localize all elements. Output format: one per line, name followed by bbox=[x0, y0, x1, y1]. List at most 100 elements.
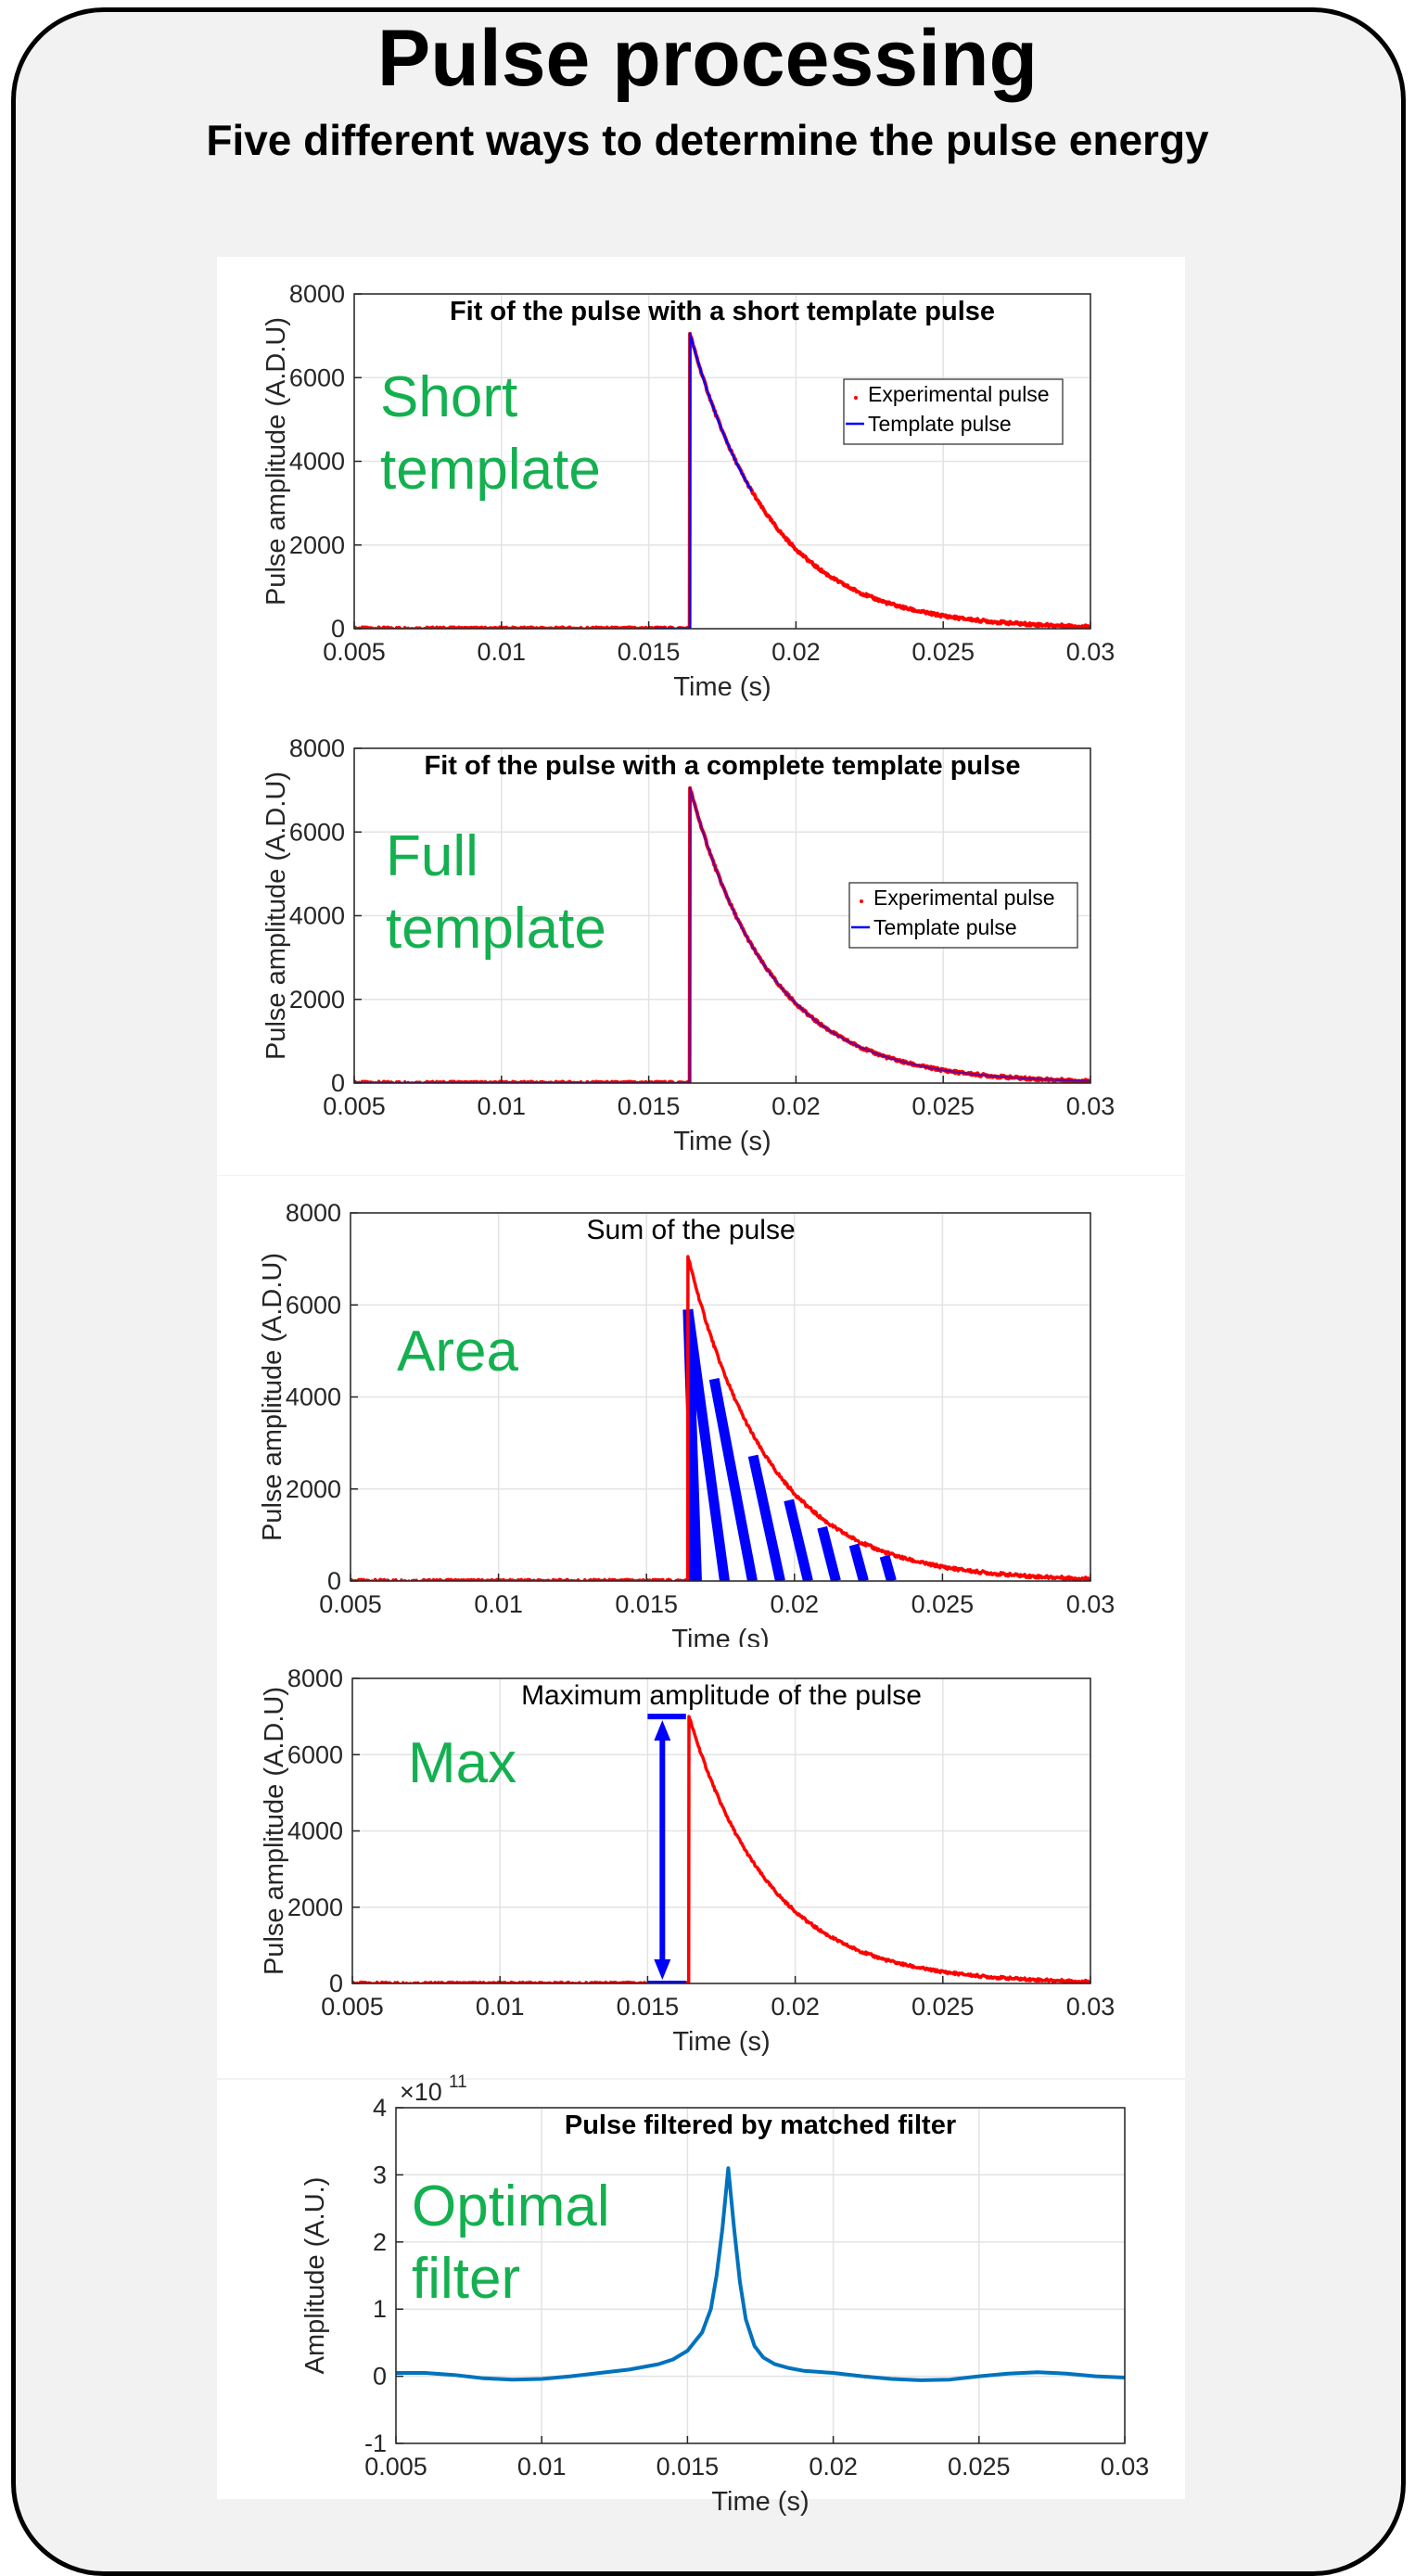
y-tick-label: 8000 bbox=[286, 1199, 341, 1227]
axes-box bbox=[395, 2107, 1126, 2444]
x-tick-label: 0.03 bbox=[1066, 1993, 1115, 2021]
y-axis-label: Amplitude (A.U.) bbox=[300, 2177, 330, 2375]
x-tick-label: 0.02 bbox=[771, 1092, 821, 1120]
page-subtitle: Five different ways to determine the pul… bbox=[206, 116, 1209, 164]
y-axis-label: Pulse amplitude (A.D.U) bbox=[261, 317, 291, 606]
series-line-0 bbox=[396, 2166, 1125, 2382]
x-tick-label: 0.005 bbox=[319, 1590, 382, 1618]
area-hatch-stripe bbox=[682, 1308, 730, 1581]
series-line-1 bbox=[354, 786, 1090, 1083]
x-tick-label: 0.01 bbox=[478, 1092, 527, 1120]
x-tick-label: 0.03 bbox=[1066, 1092, 1115, 1120]
method-label: Optimal bbox=[412, 2174, 610, 2238]
x-tick-label: 0.01 bbox=[478, 638, 527, 666]
x-tick-label: 0.01 bbox=[517, 2453, 567, 2480]
legend-box bbox=[848, 882, 1078, 949]
short-template-chart: 0.005 0.01 0.015 0.02 0.025 0.03 0 2000 4000 6000… bbox=[217, 257, 1185, 716]
y-scale-factor: ×10 bbox=[400, 2078, 442, 2106]
y-tick-label: 2000 bbox=[289, 531, 345, 559]
x-axis-label: Time (s) bbox=[672, 2027, 770, 2057]
x-tick-label: 0.015 bbox=[618, 1092, 681, 1120]
chart-title: Maximum amplitude of the pulse bbox=[521, 1680, 922, 1711]
x-tick-label: 0.005 bbox=[364, 2453, 427, 2480]
max-arrow-head-down bbox=[654, 1959, 671, 1980]
y-tick-label: 6000 bbox=[287, 1741, 343, 1768]
y-tick-label: -1 bbox=[364, 2429, 387, 2457]
x-tick-label: 0.025 bbox=[911, 1993, 975, 2021]
legend-entry: Experimental pulse bbox=[868, 382, 1050, 406]
x-axis-label: Time (s) bbox=[673, 1127, 771, 1156]
y-tick-label: 8000 bbox=[287, 1664, 343, 1692]
area-hatch-stripe bbox=[879, 1554, 897, 1581]
chart-title: Fit of the pulse with a complete templat… bbox=[425, 751, 1021, 781]
x-tick-label: 0.03 bbox=[1066, 1590, 1115, 1618]
y-tick-label: 8000 bbox=[289, 734, 345, 762]
y-tick-label: 4000 bbox=[289, 902, 345, 930]
y-tick-label: 2 bbox=[373, 2228, 387, 2256]
method-label: filter bbox=[412, 2247, 520, 2311]
y-tick-label: 0 bbox=[373, 2363, 387, 2391]
x-axis-label: Time (s) bbox=[711, 2487, 809, 2517]
y-axis-label: Pulse amplitude (A.D.U) bbox=[260, 1687, 289, 1975]
x-axis-label: Time (s) bbox=[673, 672, 771, 702]
x-tick-label: 0.015 bbox=[618, 638, 681, 666]
optimal-filter-chart: 0.005 0.01 0.015 0.02 0.025 0.03 -1 0 1 2 3 4 Time (… bbox=[217, 2072, 1185, 2517]
y-tick-label: 4000 bbox=[287, 1817, 343, 1845]
y-tick-label: 6000 bbox=[289, 363, 345, 391]
legend-entry: Experimental pulse bbox=[873, 886, 1055, 910]
y-axis-label: Pulse amplitude (A.D.U) bbox=[258, 1253, 287, 1541]
x-tick-label: 0.025 bbox=[911, 1092, 975, 1120]
area-hatch-stripe bbox=[784, 1498, 813, 1581]
data-layer bbox=[396, 2166, 1125, 2382]
x-tick-label: 0.02 bbox=[809, 2453, 858, 2480]
area-hatch-stripe bbox=[708, 1378, 758, 1581]
y-scale-exponent: 11 bbox=[449, 2072, 467, 2092]
full-template-chart: 0.005 0.01 0.015 0.02 0.025 0.03 0 2000 4000 6000… bbox=[217, 716, 1185, 1175]
x-tick-label: 0.02 bbox=[771, 638, 821, 666]
y-tick-label: 1 bbox=[373, 2295, 387, 2323]
y-tick-label: 2000 bbox=[287, 1894, 343, 1921]
x-tick-label: 0.025 bbox=[948, 2453, 1011, 2480]
legend-swatch-dot bbox=[854, 396, 858, 400]
chart-title: Fit of the pulse with a short template p… bbox=[450, 297, 995, 326]
area-hatch-stripe bbox=[747, 1454, 785, 1581]
x-tick-label: 0.005 bbox=[323, 638, 386, 666]
x-tick-label: 0.02 bbox=[771, 1993, 820, 2021]
method-label: template bbox=[386, 897, 606, 961]
chart-title: Pulse filtered by matched filter bbox=[565, 2111, 956, 2140]
x-tick-label: 0.025 bbox=[911, 638, 975, 666]
max-amplitude-chart: 0.005 0.01 0.015 0.02 0.025 0.03 0 2000 4000 6000… bbox=[217, 1647, 1185, 2078]
method-label: Short bbox=[380, 365, 517, 429]
x-tick-label: 0.03 bbox=[1101, 2453, 1150, 2480]
x-tick-label: 0.03 bbox=[1066, 638, 1115, 666]
x-tick-label: 0.005 bbox=[323, 1092, 386, 1120]
area-hatch-stripe bbox=[848, 1543, 869, 1581]
x-tick-label: 0.01 bbox=[474, 1590, 523, 1618]
method-label: Area bbox=[397, 1320, 518, 1384]
method-label: template bbox=[380, 438, 601, 502]
y-tick-label: 3 bbox=[373, 2161, 387, 2188]
x-tick-label: 0.025 bbox=[911, 1590, 975, 1618]
legend-entry: Template pulse bbox=[868, 412, 1012, 436]
y-tick-label: 2000 bbox=[289, 986, 345, 1014]
y-tick-label: 0 bbox=[329, 1970, 343, 1997]
data-layer bbox=[351, 1255, 1090, 1581]
area-hatch-stripe bbox=[817, 1525, 841, 1581]
x-tick-label: 0.015 bbox=[615, 1590, 678, 1618]
legend-box bbox=[843, 378, 1064, 445]
legend-entry: Template pulse bbox=[873, 915, 1017, 939]
y-tick-label: 2000 bbox=[286, 1475, 341, 1503]
y-tick-label: 4000 bbox=[289, 448, 345, 476]
y-tick-label: 0 bbox=[331, 1069, 345, 1097]
method-label: Full bbox=[386, 824, 478, 888]
y-axis-label: Pulse amplitude (A.D.U) bbox=[261, 772, 291, 1060]
chart-title: Sum of the pulse bbox=[587, 1215, 796, 1245]
legend-swatch-dot bbox=[860, 899, 863, 903]
x-tick-label: 0.02 bbox=[771, 1590, 820, 1618]
x-tick-label: 0.01 bbox=[476, 1993, 525, 2021]
y-tick-label: 4 bbox=[373, 2094, 387, 2122]
y-tick-label: 0 bbox=[327, 1567, 341, 1595]
series-line-1 bbox=[653, 332, 753, 629]
y-tick-label: 6000 bbox=[286, 1291, 341, 1319]
area-chart: 0.005 0.01 0.015 0.02 0.025 0.03 0 2000 4000 6000… bbox=[217, 1176, 1185, 1654]
